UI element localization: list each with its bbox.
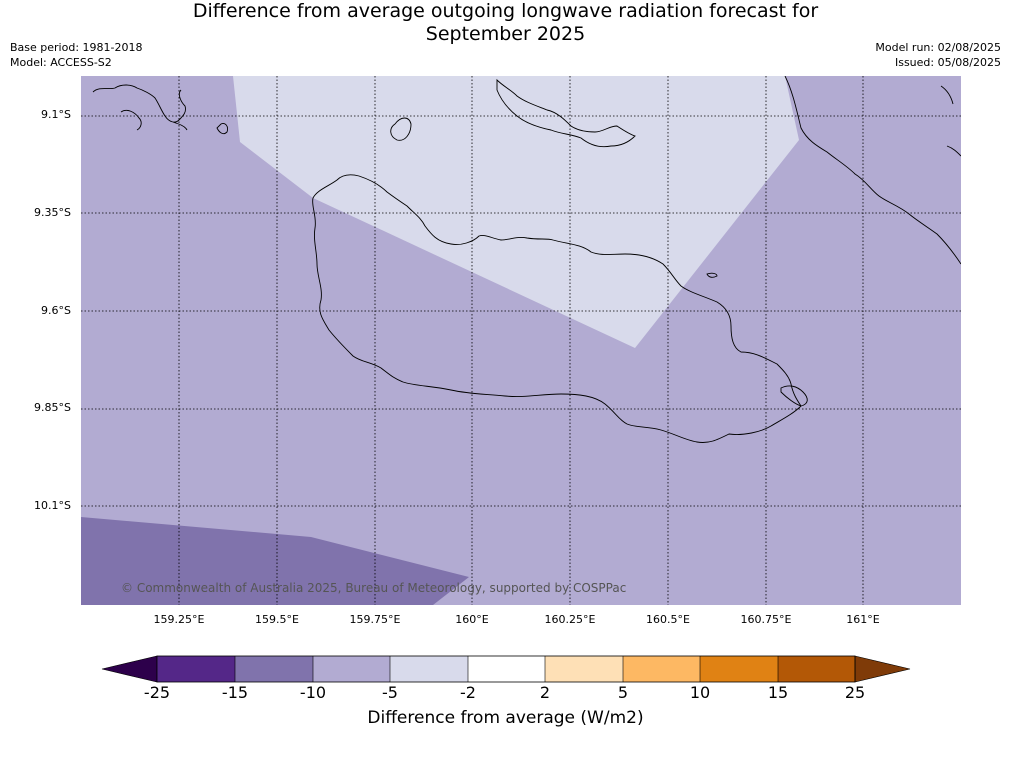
colorbar-tick-5: 2	[539, 683, 551, 702]
coastline-guadalcanal	[312, 174, 802, 443]
lat-label-9-1: 9.1°S	[41, 108, 71, 121]
colorbar-tick-1: -15	[221, 683, 249, 702]
colorbar-swatch-3	[313, 656, 390, 682]
colorbar	[101, 655, 911, 683]
copyright-text: © Commonwealth of Australia 2025, Bureau…	[121, 581, 626, 595]
lon-label-159-5: 159.5°E	[255, 613, 299, 626]
colorbar-tick-3: -5	[382, 683, 398, 702]
coastline-savo-islet	[706, 272, 718, 278]
colorbar-swatch-6	[545, 656, 623, 682]
colorbar-outline	[156, 655, 856, 683]
title-line-2: September 2025	[425, 23, 586, 45]
lon-label-160-75: 160.75°E	[740, 613, 792, 626]
coastline-florida-islands	[496, 78, 636, 148]
coastline-small-isle	[390, 117, 412, 141]
lon-label-160-25: 160.25°E	[544, 613, 596, 626]
meta-left: Base period: 1981-2018 Model: ACCESS-S2	[10, 40, 142, 70]
colorbar-swatch-1	[157, 656, 235, 682]
field-band-minus15-minus10	[81, 517, 469, 605]
coastline-marau-sound	[780, 385, 808, 407]
colorbar-under-arrow	[101, 655, 158, 683]
lat-label-9-35: 9.35°S	[34, 206, 71, 219]
colorbar-tick-2: -10	[299, 683, 327, 702]
title-line-1: Difference from average outgoing longwav…	[192, 0, 819, 22]
colorbar-tick-4: -2	[460, 683, 476, 702]
field-band-minus5-minus2	[233, 76, 799, 348]
coastline-malaita-tip	[784, 76, 961, 265]
colorbar-tick-7: 10	[689, 683, 711, 702]
model-name: Model: ACCESS-S2	[10, 56, 112, 69]
model-run: Model run: 02/08/2025	[875, 41, 1001, 54]
coastlines	[92, 76, 961, 443]
colorbar-dividers	[234, 656, 779, 682]
lon-label-161: 161°E	[846, 613, 880, 626]
chart-title: Difference from average outgoing longwav…	[0, 0, 1011, 46]
colorbar-tick-0: -25	[143, 683, 171, 702]
colorbar-tick-8: 15	[767, 683, 789, 702]
lat-label-9-6: 9.6°S	[41, 304, 71, 317]
gridlines	[81, 76, 961, 605]
colorbar-swatch-8	[700, 656, 778, 682]
colorbar-swatch-2	[235, 656, 313, 682]
colorbar-label: Difference from average (W/m2)	[367, 708, 644, 728]
issued-date: Issued: 05/08/2025	[894, 56, 1001, 69]
colorbar-tick-6: 5	[617, 683, 629, 702]
lon-label-159-25: 159.25°E	[153, 613, 205, 626]
lon-label-159-75: 159.75°E	[349, 613, 401, 626]
meta-right: Model run: 02/08/2025 Issued: 05/08/2025	[875, 40, 1001, 70]
coastline-russell-islands	[92, 84, 228, 135]
colorbar-swatch-5	[468, 656, 545, 682]
colorbar-swatch-7	[623, 656, 700, 682]
lon-label-160-5: 160.5°E	[646, 613, 690, 626]
colorbar-swatch-9	[778, 656, 855, 682]
colorbar-swatch-4	[390, 656, 468, 682]
colorbar-over-arrow	[854, 655, 911, 683]
base-period: Base period: 1981-2018	[10, 41, 143, 54]
lon-label-160: 160°E	[455, 613, 489, 626]
map-plot: © Commonwealth of Australia 2025, Bureau…	[81, 76, 961, 605]
lat-label-9-85: 9.85°S	[34, 401, 71, 414]
lat-label-10-1: 10.1°S	[34, 499, 71, 512]
colorbar-tick-9: 25	[844, 683, 866, 702]
